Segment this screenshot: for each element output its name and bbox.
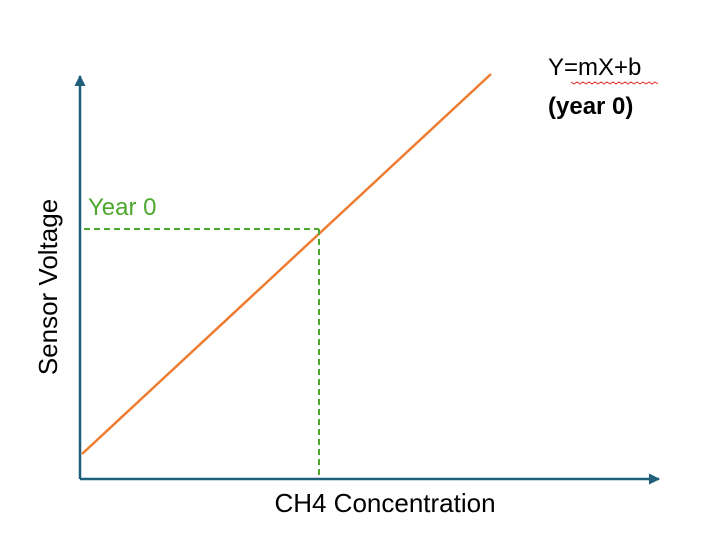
x-axis-label: CH4 Concentration [274,488,495,518]
year0-label: Year 0 [88,194,157,221]
calibration-line [81,73,492,455]
y-axis-label: Sensor Voltage [33,199,63,375]
equation-note: (year 0) [548,93,633,120]
spellcheck-underline [570,81,659,85]
equation-label: Y=mX+b [548,54,641,81]
